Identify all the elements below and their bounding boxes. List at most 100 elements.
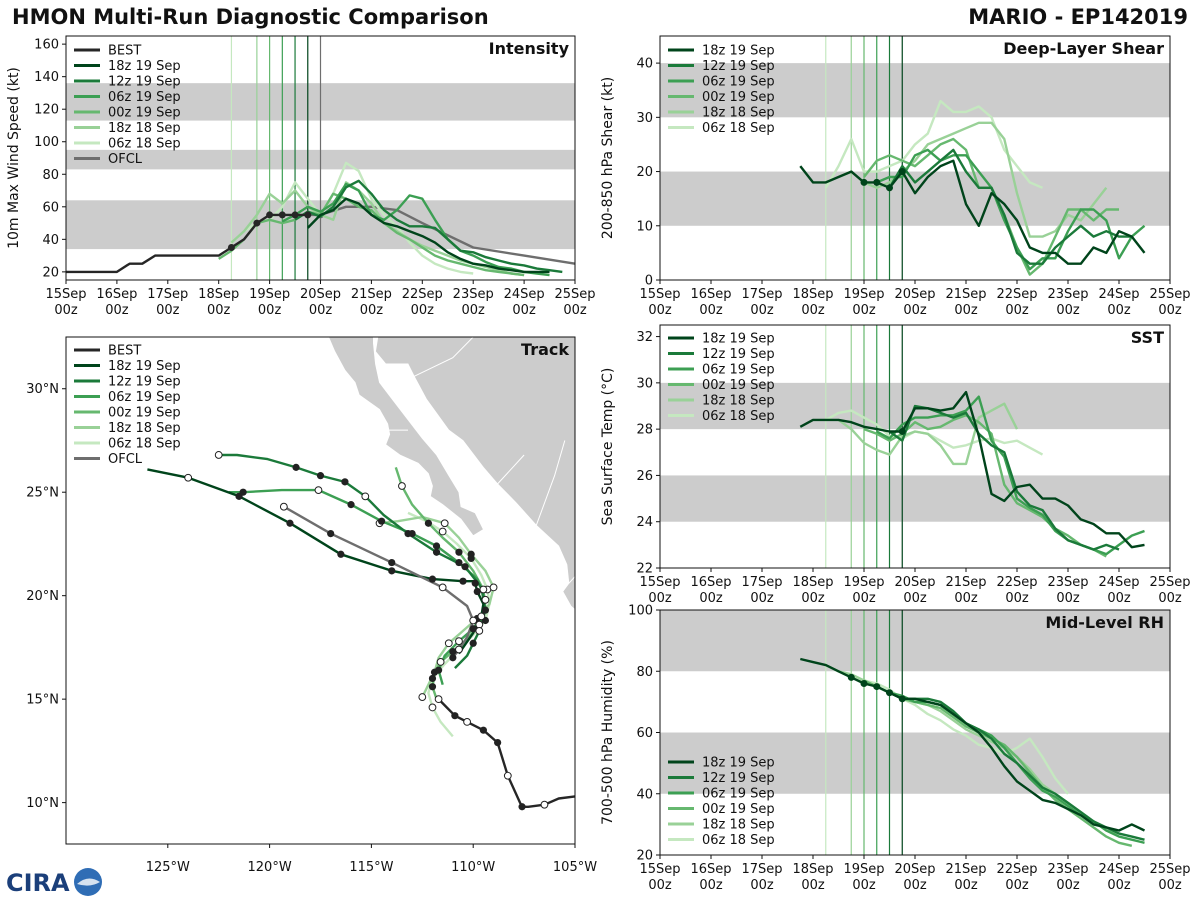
series-marker — [898, 168, 906, 176]
x-tick-sublabel: 00z — [309, 303, 333, 318]
x-tick-label: 16Sep — [690, 575, 731, 590]
series-line-00z-19-sep — [218, 192, 525, 277]
track-marker-open — [438, 527, 447, 536]
series-line-12z-19-sep — [888, 148, 1132, 265]
track-marker-open — [444, 639, 453, 648]
state-border — [568, 575, 575, 584]
track-marker-filled — [286, 519, 294, 527]
x-tick-sublabel: 00z — [750, 878, 774, 893]
x-tick-label: 22Sep — [996, 575, 1037, 590]
legend-label: 12z 19 Sep — [702, 347, 775, 362]
track-marker-filled — [424, 519, 433, 527]
figure-title: HMON Multi-Run Diagnostic Comparison — [12, 5, 489, 29]
track-marker-filled — [388, 558, 396, 567]
y-tick-label: 20 — [636, 165, 653, 180]
x-tick-label: 23Sep — [453, 287, 494, 302]
series-marker — [886, 689, 893, 697]
x-tick-sublabel: 00z — [903, 303, 927, 318]
track-marker-open — [481, 595, 490, 604]
x-tick-sublabel: 00z — [852, 591, 876, 606]
track-marker-open — [440, 519, 449, 528]
series-line-18z-18-sep — [837, 402, 1019, 466]
panel-title: Track — [521, 340, 569, 359]
lat-tick-label: 30°N — [26, 382, 59, 397]
x-tick-sublabel: 00z — [954, 878, 978, 893]
x-tick-label: 16Sep — [690, 862, 731, 877]
x-tick-sublabel: 00z — [852, 303, 876, 318]
y-tick-label: 10 — [636, 219, 653, 234]
legend-label: BEST — [108, 344, 141, 359]
track-marker-filled — [434, 666, 443, 674]
x-tick-label: 21Sep — [945, 575, 986, 590]
series-line-06z-19-sep — [281, 182, 550, 277]
series-marker — [898, 427, 906, 435]
x-tick-sublabel: 00z — [852, 878, 876, 893]
legend-label: 06z 19 Sep — [702, 75, 775, 90]
x-tick-sublabel: 00z — [903, 878, 927, 893]
x-tick-sublabel: 00z — [903, 591, 927, 606]
x-tick-label: 21Sep — [945, 862, 986, 877]
series-line-18z-19-sep — [799, 390, 1145, 549]
legend-label: 12z 19 Sep — [702, 771, 775, 786]
y-tick-label: 40 — [636, 57, 653, 72]
track-frame — [65, 336, 576, 845]
track-marker-filled — [469, 625, 477, 633]
track-marker-filled — [455, 548, 463, 556]
state-border — [535, 440, 566, 526]
track-marker-open — [463, 718, 471, 726]
track-marker-filled — [388, 567, 396, 575]
x-tick-sublabel: 00z — [648, 303, 672, 318]
track-marker-filled — [377, 517, 386, 525]
x-tick-label: 18Sep — [792, 862, 833, 877]
legend-label: 18z 18 Sep — [702, 106, 775, 121]
legend-label: 06z 18 Sep — [108, 437, 181, 452]
y-tick-label: 80 — [636, 665, 653, 680]
x-tick-label: 16Sep — [690, 287, 731, 302]
x-tick-label: 18Sep — [198, 287, 239, 302]
x-tick-sublabel: 00z — [411, 303, 435, 318]
track-marker-open — [469, 616, 478, 625]
lat-tick-label: 15°N — [26, 693, 59, 708]
series-marker — [304, 211, 312, 219]
track-marker-filled — [494, 739, 502, 747]
legend-label: 06z 18 Sep — [702, 121, 775, 136]
legend-label: 18z 18 Sep — [702, 818, 775, 833]
series-marker — [253, 219, 261, 227]
legend-label: 00z 19 Sep — [108, 106, 181, 121]
track-marker-filled — [461, 563, 469, 571]
x-tick-sublabel: 00z — [648, 591, 672, 606]
track-marker-filled — [432, 548, 441, 556]
gray-band — [660, 610, 1170, 672]
x-tick-sublabel: 00z — [801, 878, 825, 893]
y-tick-label: 0 — [645, 274, 653, 289]
panel-title: Deep-Layer Shear — [1003, 39, 1164, 58]
x-tick-label: 25Sep — [554, 287, 595, 302]
lon-tick-label: 115°W — [349, 860, 393, 875]
x-tick-label: 20Sep — [894, 575, 935, 590]
y-tick-label: 100 — [628, 604, 653, 619]
x-tick-sublabel: 00z — [750, 591, 774, 606]
track-marker-filled — [337, 550, 345, 558]
y-tick-label: 60 — [636, 726, 653, 741]
track-marker-open — [436, 657, 445, 666]
track-chart: 125°W 120°W 115°W 110°W 105°W 10°N 15°N 20°N 25°… — [26, 336, 597, 875]
x-tick-sublabel: 00z — [1005, 591, 1029, 606]
track-marker-filled — [428, 683, 437, 691]
legend-label: 12z 19 Sep — [108, 75, 181, 90]
x-tick-label: 17Sep — [741, 862, 782, 877]
legend-label: 18z 19 Sep — [108, 59, 181, 74]
x-tick-label: 25Sep — [1149, 575, 1190, 590]
legend-label: 06z 18 Sep — [702, 409, 775, 424]
x-tick-label: 25Sep — [1149, 862, 1190, 877]
y-tick-label: 100 — [34, 135, 59, 150]
x-tick-label: 18Sep — [792, 575, 833, 590]
x-tick-label: 19Sep — [843, 575, 884, 590]
x-tick-sublabel: 00z — [1056, 878, 1080, 893]
swirl-icon — [77, 878, 100, 886]
x-tick-sublabel: 00z — [462, 303, 486, 318]
x-tick-sublabel: 00z — [207, 303, 231, 318]
x-tick-sublabel: 00z — [1107, 591, 1131, 606]
land-layer — [328, 337, 575, 611]
x-tick-label: 19Sep — [843, 287, 884, 302]
track-marker-filled — [455, 558, 463, 567]
